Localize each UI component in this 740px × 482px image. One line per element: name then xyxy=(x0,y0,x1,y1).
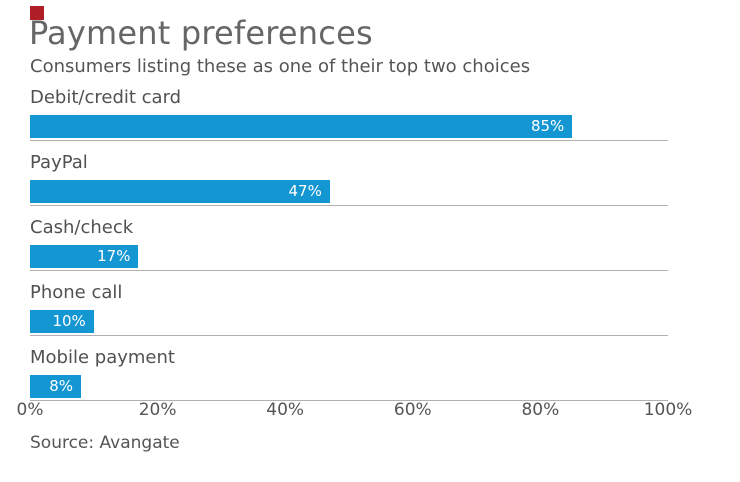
bar-value-label: 10% xyxy=(52,312,86,330)
bar: 10% xyxy=(30,310,94,333)
x-axis: 0% 20% 40% 60% 80% 100% xyxy=(0,400,740,420)
x-tick-label: 0% xyxy=(16,400,44,420)
category-baseline xyxy=(30,270,668,271)
x-tick-label: 40% xyxy=(266,400,305,420)
x-tick-label: 80% xyxy=(521,400,560,420)
category-label: Debit/credit card xyxy=(30,87,182,108)
chart-subtitle: Consumers listing these as one of their … xyxy=(30,56,531,77)
x-tick-label: 60% xyxy=(393,400,432,420)
bar: 85% xyxy=(30,115,573,138)
category-baseline xyxy=(30,400,668,401)
x-tick-label: 20% xyxy=(138,400,177,420)
category-label: Mobile payment xyxy=(30,347,175,368)
bar-value-label: 85% xyxy=(530,117,565,135)
category-baseline xyxy=(30,335,668,336)
brand-mark xyxy=(30,6,44,20)
category-label: Phone call xyxy=(30,282,123,303)
x-tick-label: 100% xyxy=(643,400,693,420)
bar-row: Debit/credit card 85% xyxy=(0,87,740,152)
bar-row: Phone call 10% xyxy=(0,282,740,347)
chart-title: Payment preferences xyxy=(29,14,373,52)
category-baseline xyxy=(30,140,668,141)
bar-value-label: 8% xyxy=(49,377,74,395)
category-label: Cash/check xyxy=(30,217,134,238)
bar-row: Cash/check 17% xyxy=(0,217,740,282)
source-credit: Source: Avangate xyxy=(30,433,180,453)
bar: 47% xyxy=(30,180,330,203)
bar-row: Mobile payment 8% xyxy=(0,347,740,412)
bar: 17% xyxy=(30,245,139,268)
bar-row: PayPal 47% xyxy=(0,152,740,217)
category-label: PayPal xyxy=(30,152,88,173)
bar-value-label: 47% xyxy=(288,182,322,200)
category-baseline xyxy=(30,205,668,206)
bar: 8% xyxy=(30,375,82,398)
bar-value-label: 17% xyxy=(97,247,131,265)
